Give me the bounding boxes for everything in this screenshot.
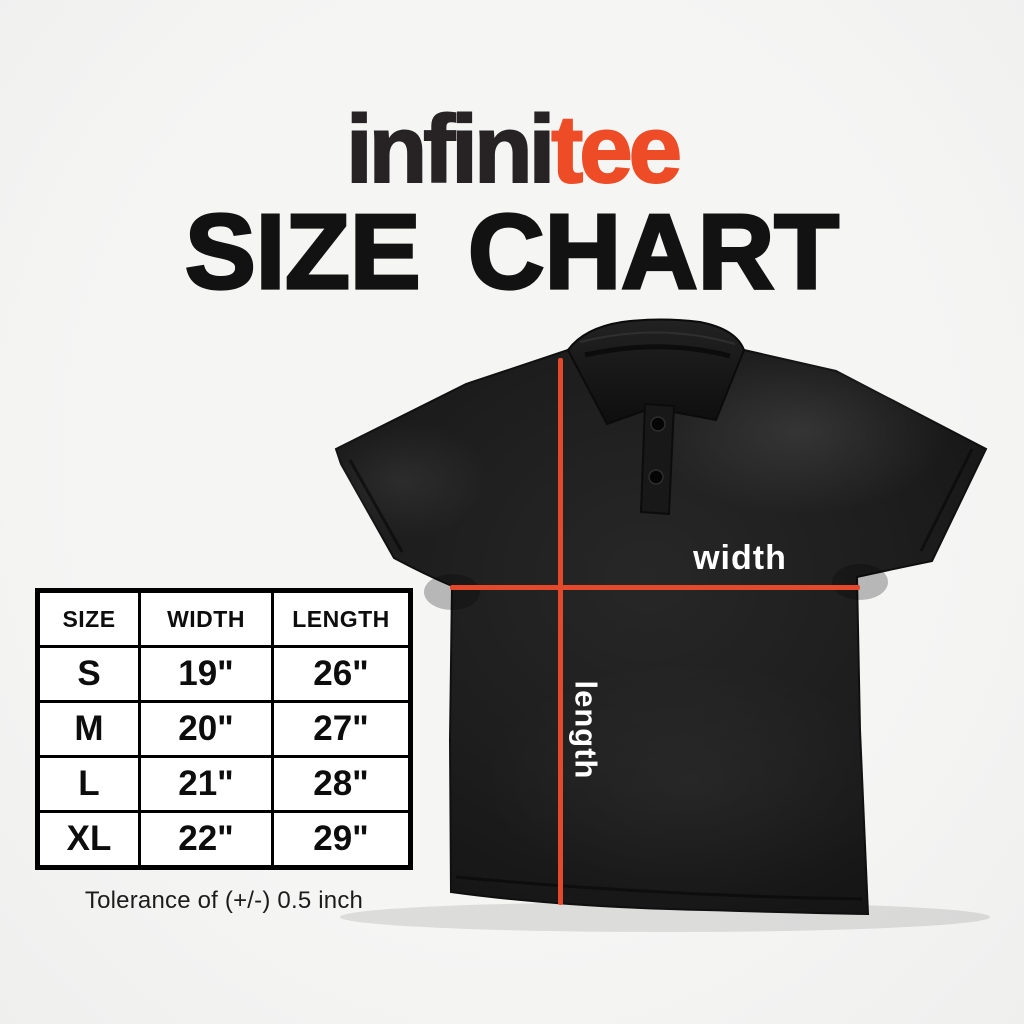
size-chart-table: SIZE WIDTH LENGTH S 19" 26" M 20" 27" L … (35, 588, 413, 870)
left-cuff-seam (348, 459, 404, 553)
shirt-button-bottom (648, 469, 664, 485)
cell-l-length: 28" (274, 758, 408, 810)
cell-m-size: M (40, 703, 138, 755)
cell-s-length: 26" (274, 648, 408, 700)
col-header-size: SIZE (40, 593, 138, 645)
logo-text-accent: tee (550, 96, 683, 203)
cell-m-width: 20" (141, 703, 271, 755)
width-label: width (693, 539, 787, 577)
length-label: length (568, 680, 604, 780)
armpit-shade-right (832, 564, 888, 600)
col-header-width: WIDTH (141, 593, 271, 645)
hem-seam (455, 875, 863, 901)
fabric-sheen-lower-body (480, 660, 900, 900)
col-header-length: LENGTH (274, 593, 408, 645)
cell-s-size: S (40, 648, 138, 700)
tolerance-footnote: Tolerance of (+/-) 0.5 inch (84, 887, 364, 914)
cell-m-length: 27" (274, 703, 408, 755)
cell-s-width: 19" (141, 648, 271, 700)
shirt-placket (639, 402, 676, 516)
shirt-button-top (650, 416, 666, 432)
width-measure-line (450, 585, 860, 590)
cell-xl-length: 29" (274, 813, 408, 865)
cell-xl-size: XL (40, 813, 138, 865)
logo-text-dark: infini (345, 96, 556, 203)
collar-fold-line (584, 344, 731, 359)
armpit-shade-left (424, 574, 480, 610)
length-measure-line (558, 358, 563, 905)
brand-logo: infinitee (0, 101, 1024, 199)
page-title: SIZE CHART (183, 193, 840, 311)
shirt-collar (566, 318, 746, 426)
cell-l-size: L (40, 758, 138, 810)
cell-xl-width: 22" (141, 813, 271, 865)
collar-top-highlight (579, 331, 736, 345)
fabric-sheen-left-sleeve (310, 420, 490, 540)
cell-l-width: 21" (141, 758, 271, 810)
right-cuff-seam (919, 448, 974, 552)
